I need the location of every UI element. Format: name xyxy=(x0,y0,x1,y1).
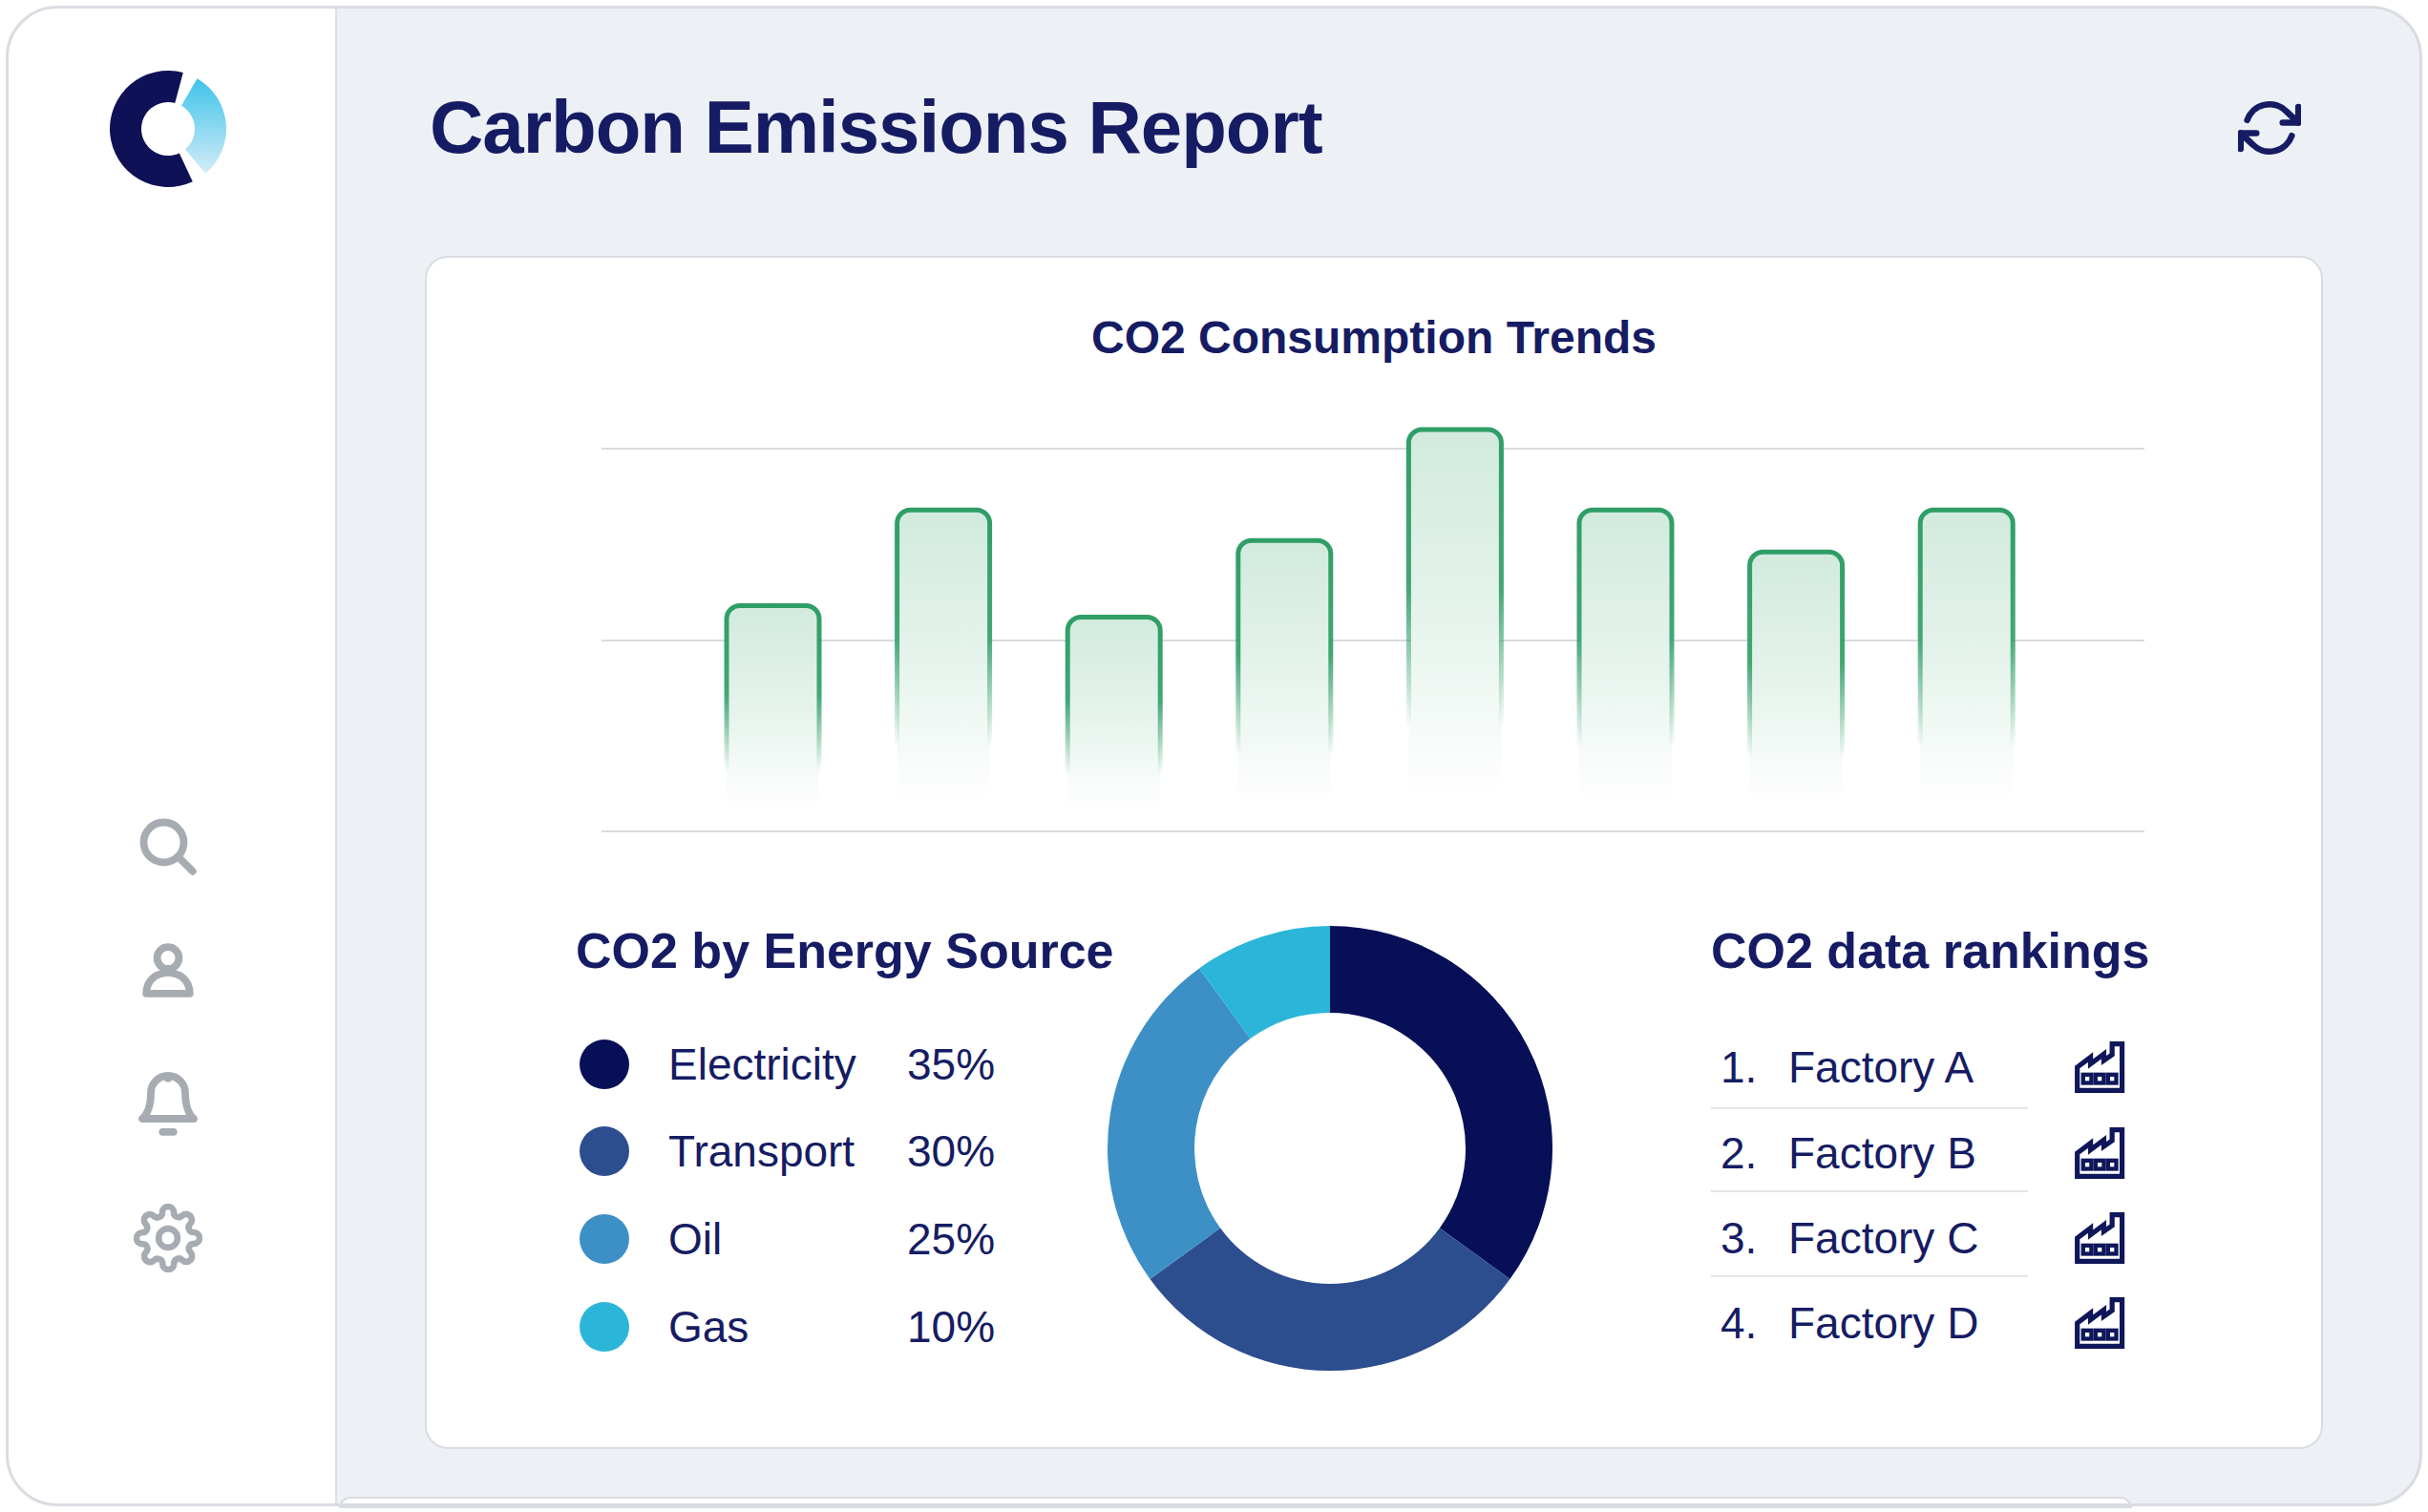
logo-navy-arc xyxy=(110,71,193,187)
ranking-row[interactable]: 4. Factory D xyxy=(1711,1290,2132,1356)
rank-label: Factory C xyxy=(1788,1205,1978,1271)
rank-number: 2. xyxy=(1721,1120,1757,1186)
legend-label: Gas xyxy=(668,1300,749,1354)
rank-number: 1. xyxy=(1721,1034,1757,1101)
legend-label: Transport xyxy=(668,1124,855,1178)
legend-dot-gas xyxy=(580,1302,629,1352)
legend-dot-transport xyxy=(580,1126,629,1176)
user-icon[interactable] xyxy=(134,937,202,1006)
search-icon[interactable] xyxy=(134,812,202,881)
rank-number: 3. xyxy=(1721,1205,1757,1271)
legend-value: 25% xyxy=(907,1212,995,1266)
legend-heading: CO2 by Energy Source xyxy=(576,922,1114,979)
legend-item: Gas 10% xyxy=(576,1300,1053,1354)
rank-label: Factory D xyxy=(1788,1290,1978,1356)
legend-value: 10% xyxy=(907,1300,995,1354)
next-card-peek xyxy=(339,1497,2132,1508)
ranking-row[interactable]: 2. Factory B xyxy=(1711,1120,2132,1186)
ranking-row[interactable]: 3. Factory C xyxy=(1711,1205,2132,1271)
rank-number: 4. xyxy=(1721,1290,1757,1356)
bar-chart xyxy=(425,256,2323,886)
gear-icon[interactable] xyxy=(134,1204,202,1272)
legend-item: Transport 30% xyxy=(576,1124,1053,1178)
legend-item: Oil 25% xyxy=(576,1212,1053,1266)
rank-label: Factory A xyxy=(1788,1034,1974,1101)
rankings-heading: CO2 data rankings xyxy=(1711,922,2132,979)
legend-label: Electricity xyxy=(668,1038,856,1091)
legend-dot-oil xyxy=(580,1214,629,1264)
ranking-divider xyxy=(1711,1190,2028,1192)
legend-label: Oil xyxy=(668,1212,722,1266)
factory-icon xyxy=(2069,1122,2132,1185)
refresh-icon[interactable] xyxy=(2238,96,2301,159)
legend-value: 30% xyxy=(907,1124,995,1178)
factory-icon xyxy=(2069,1036,2132,1099)
legend-item: Electricity 35% xyxy=(576,1038,1053,1091)
legend-dot-electricity xyxy=(580,1040,629,1089)
factory-icon xyxy=(2069,1292,2132,1354)
bell-icon[interactable] xyxy=(134,1070,202,1139)
legend-value: 35% xyxy=(907,1038,995,1091)
factory-icon xyxy=(2069,1207,2132,1270)
ranking-divider xyxy=(1711,1275,2028,1277)
brand-logo xyxy=(109,70,227,188)
donut-chart xyxy=(1108,926,1552,1371)
ranking-row[interactable]: 1. Factory A xyxy=(1711,1034,2132,1101)
sidebar-divider xyxy=(335,9,337,1503)
page-title: Carbon Emissions Report xyxy=(430,84,1322,171)
rank-label: Factory B xyxy=(1788,1120,1976,1186)
logo-cyan-arc xyxy=(181,78,226,174)
ranking-divider xyxy=(1711,1107,2028,1109)
